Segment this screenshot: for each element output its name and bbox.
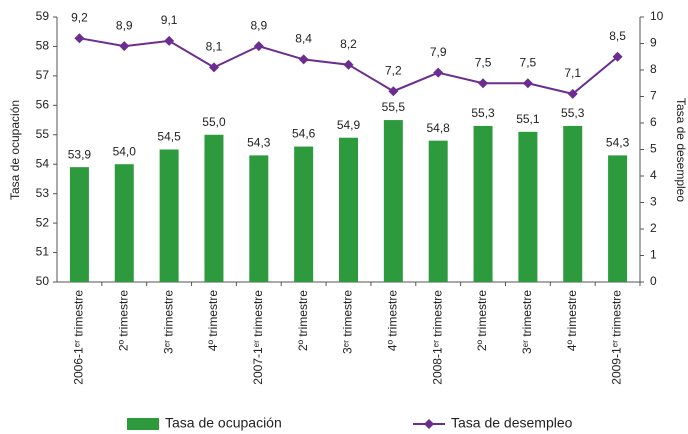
- bar: [69, 167, 89, 282]
- data-label: 8,9: [116, 18, 133, 32]
- bar: [428, 140, 448, 282]
- marker: [74, 33, 85, 44]
- legend-swatch: [424, 419, 434, 429]
- bar: [204, 134, 224, 282]
- y-tick-label: 55: [36, 127, 50, 141]
- x-tick-label: 2º trimestre: [475, 290, 489, 351]
- data-label: 54,0: [113, 144, 137, 158]
- x-tick-label: 4º trimestre: [206, 290, 220, 351]
- x-tick-label: 3ᵉʳ trimestre: [520, 290, 534, 354]
- y-tick-label: 56: [36, 98, 50, 112]
- x-tick-label: 3ᵉʳ trimestre: [161, 290, 175, 354]
- marker: [298, 54, 309, 65]
- marker: [343, 59, 354, 70]
- y2-tick-label: 3: [650, 195, 657, 209]
- y-tick-label: 53: [36, 186, 50, 200]
- marker: [388, 86, 399, 97]
- data-label: 8,2: [340, 37, 357, 51]
- bar: [608, 155, 628, 282]
- data-label: 54,5: [157, 130, 181, 144]
- y2-tick-label: 5: [650, 142, 657, 156]
- x-tick-label: 2009-1ᵉʳ trimestre: [610, 290, 624, 385]
- marker: [567, 88, 578, 99]
- y-tick-label: 52: [36, 215, 50, 229]
- marker: [208, 62, 219, 73]
- bar: [159, 149, 179, 282]
- y-tick-label: 59: [36, 9, 50, 23]
- data-label: 55,5: [382, 100, 406, 114]
- x-tick-label: 4º trimestre: [565, 290, 579, 351]
- data-label: 55,3: [471, 106, 495, 120]
- data-label: 54,3: [606, 136, 630, 150]
- marker: [119, 41, 130, 52]
- y2-tick-label: 9: [650, 36, 657, 50]
- bar: [383, 120, 403, 282]
- data-label: 53,9: [68, 147, 92, 161]
- y2-tick-label: 2: [650, 221, 657, 235]
- y-tick-label: 57: [36, 68, 50, 82]
- y-tick-label: 50: [36, 274, 50, 288]
- y-tick-label: 54: [36, 156, 50, 170]
- x-tick-label: 2007-1ᵉʳ trimestre: [251, 290, 265, 385]
- bar: [249, 155, 269, 282]
- y-tick-label: 58: [36, 39, 50, 53]
- y-tick-label: 51: [36, 245, 50, 259]
- bar: [114, 164, 134, 282]
- x-tick-label: 2º trimestre: [116, 290, 130, 351]
- data-label: 54,6: [292, 127, 316, 141]
- data-label: 54,8: [427, 121, 451, 135]
- data-label: 8,1: [206, 40, 223, 54]
- bar: [563, 125, 583, 282]
- data-label: 54,9: [337, 118, 361, 132]
- bar: [518, 131, 538, 282]
- marker: [478, 78, 489, 89]
- data-label: 7,5: [520, 55, 537, 69]
- marker: [612, 51, 623, 62]
- data-label: 7,1: [564, 66, 581, 80]
- x-tick-label: 3ᵉʳ trimestre: [341, 290, 355, 354]
- data-label: 9,1: [161, 13, 178, 27]
- y2-tick-label: 1: [650, 248, 657, 262]
- y2-axis-label: Tasa de desempleo: [674, 98, 688, 202]
- data-label: 8,5: [609, 29, 626, 43]
- y2-tick-label: 8: [650, 62, 657, 76]
- x-tick-label: 2008-1ᵉʳ trimestre: [430, 290, 444, 385]
- data-label: 54,3: [247, 136, 271, 150]
- data-label: 8,4: [295, 32, 312, 46]
- bar: [294, 146, 314, 282]
- data-label: 55,1: [516, 112, 540, 126]
- data-label: 55,3: [561, 106, 585, 120]
- bar: [339, 137, 358, 282]
- legend-swatch: [127, 418, 159, 430]
- data-label: 55,0: [202, 115, 226, 129]
- data-label: 8,9: [250, 18, 267, 32]
- legend-label: Tasa de ocupación: [165, 415, 282, 431]
- marker: [522, 78, 533, 89]
- x-tick-label: 2006-1ᵉʳ trimestre: [72, 290, 86, 385]
- data-label: 9,2: [71, 10, 88, 24]
- y2-tick-label: 10: [650, 9, 664, 23]
- y2-tick-label: 4: [650, 168, 657, 182]
- x-tick-label: 2º trimestre: [296, 290, 310, 351]
- y2-tick-label: 0: [650, 274, 657, 288]
- y2-tick-label: 6: [650, 115, 657, 129]
- bar: [473, 125, 493, 282]
- marker: [433, 67, 444, 78]
- data-label: 7,9: [430, 45, 447, 59]
- marker: [253, 41, 264, 52]
- marker: [164, 35, 175, 46]
- x-tick-label: 4º trimestre: [386, 290, 400, 351]
- y2-tick-label: 7: [650, 89, 657, 103]
- data-label: 7,5: [475, 55, 492, 69]
- data-label: 7,2: [385, 63, 402, 77]
- y-axis-label: Tasa de ocupación: [8, 100, 22, 200]
- legend-label: Tasa de desempleo: [451, 415, 573, 431]
